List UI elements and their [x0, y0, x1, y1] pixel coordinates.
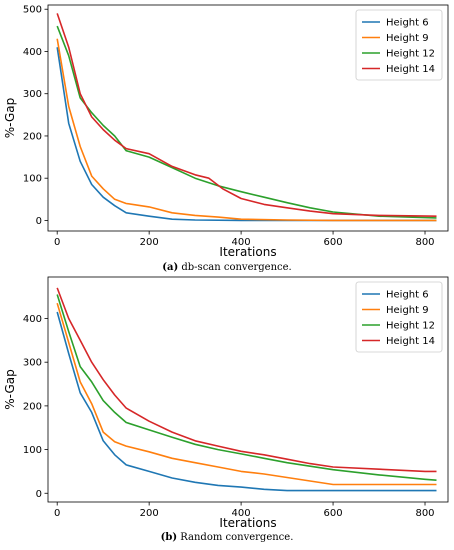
x-tick-label: 400 [232, 237, 251, 248]
x-axis-label: Iterations [219, 245, 276, 259]
series-line-height-14 [56, 13, 437, 217]
x-tick-label: 200 [140, 237, 159, 248]
y-tick-label: 300 [23, 358, 42, 369]
y-tick-label: 400 [23, 314, 42, 325]
legend-label: Height 14 [386, 336, 435, 347]
legend-label: Height 14 [386, 64, 435, 75]
legend-box [355, 9, 443, 81]
series-line-height-9 [56, 302, 437, 486]
caption-b: (b) Random convergence. [0, 532, 454, 543]
legend-label: Height 12 [386, 49, 435, 60]
legend-label: Height 6 [386, 290, 429, 301]
caption-a: (a) db-scan convergence. [0, 262, 454, 273]
x-tick-label: 0 [54, 237, 60, 248]
series-line-height-12 [56, 294, 437, 481]
series-line-height-12 [56, 25, 437, 219]
y-tick-label: 400 [23, 47, 42, 58]
series-line-height-9 [56, 38, 437, 222]
legend: Height 6 Height 9 Height 12 Height 14 [355, 9, 443, 81]
y-tick-label: 0 [36, 216, 42, 227]
x-tick-label: 600 [324, 237, 343, 248]
x-tick-label: 800 [415, 508, 434, 519]
series-line-height-14 [56, 287, 437, 473]
y-tick-label: 100 [23, 174, 42, 185]
y-tick-label: 200 [23, 401, 42, 412]
plot-frame [47, 276, 449, 503]
legend-label: Height 12 [386, 321, 435, 332]
caption-a-text: db-scan convergence. [181, 262, 292, 273]
y-axis-label: %-Gap [3, 369, 17, 409]
y-tick-label: 0 [36, 489, 42, 500]
y-tick-label: 300 [23, 89, 42, 100]
caption-b-text: Random convergence. [180, 532, 294, 543]
y-tick-label: 200 [23, 131, 42, 142]
series-line-height-6 [56, 311, 437, 492]
plot-frame [47, 4, 449, 232]
caption-a-letter: (a) [162, 262, 179, 273]
x-axis-label: Iterations [219, 516, 276, 530]
chart-b: 0 200 400 600 8000100200300400Iterations%-Ga… [3, 276, 449, 530]
x-tick-label: 800 [415, 237, 434, 248]
x-tick-label: 200 [140, 508, 159, 519]
y-tick-label: 500 [23, 5, 42, 16]
y-tick-label: 100 [23, 445, 42, 456]
legend-label: Height 9 [386, 33, 429, 44]
x-tick-label: 600 [324, 508, 343, 519]
chart-a: 0 200 400 600 800 0 100 200 300 400 500 Iterations%… [3, 4, 449, 259]
y-axis-label: %-Gap [3, 98, 17, 138]
x-tick-label: 400 [232, 508, 251, 519]
caption-b-letter: (b) [160, 532, 178, 543]
legend-label: Height 9 [386, 305, 429, 316]
legend-label: Height 6 [386, 18, 429, 29]
legend-box [355, 281, 443, 353]
legend: Height 6 Height 9 Height 12 Height 14 [355, 281, 443, 353]
x-tick-label: 0 [54, 508, 60, 519]
